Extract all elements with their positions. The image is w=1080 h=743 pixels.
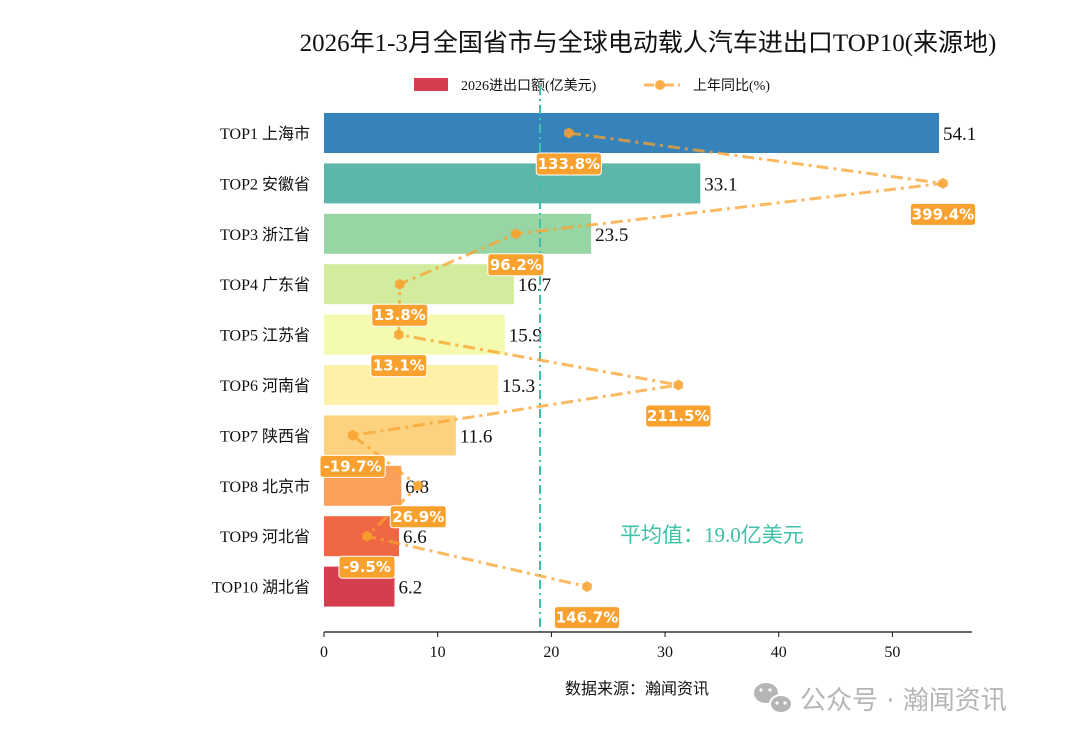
bar-value-label: 6.2: [398, 578, 422, 599]
yoy-label: 13.8%: [374, 306, 426, 324]
yoy-point: [362, 530, 372, 542]
legend-line-label: 上年同比(%): [693, 78, 770, 94]
yoy-point: [347, 429, 358, 441]
y-tick-label: TOP10 湖北省: [212, 579, 310, 597]
y-tick-label: TOP6 河南省: [220, 377, 310, 395]
yoy-label-box: [535, 152, 602, 176]
yoy-label: 211.5%: [647, 407, 709, 425]
yoy-label-box: [371, 303, 429, 327]
bar: [324, 113, 940, 153]
bar: [324, 516, 400, 557]
bar-value-label: 33.1: [704, 174, 737, 195]
yoy-point: [395, 278, 405, 290]
yoy-label: 133.8%: [538, 155, 600, 173]
yoy-label: 96.2%: [490, 256, 542, 274]
yoy-label-box: [553, 606, 621, 630]
yoy-point: [394, 329, 404, 341]
yoy-point: [938, 177, 948, 189]
bar-value-label: 11.6: [460, 426, 493, 447]
bar-value-label: 16.7: [518, 275, 551, 296]
bar-value-label: 6.6: [403, 527, 427, 548]
bar: [324, 213, 592, 254]
wechat-icon: [754, 683, 793, 714]
x-tick-label: 10: [430, 644, 446, 661]
yoy-label-box: [319, 454, 386, 478]
x-tick-label: 0: [320, 644, 328, 661]
x-tick-label: 20: [543, 644, 559, 661]
yoy-label-box: [487, 253, 545, 277]
yoy-label: 399.4%: [912, 205, 974, 223]
bar: [324, 415, 456, 456]
legend-line-marker: [655, 80, 665, 90]
yoy-label: -9.5%: [343, 558, 391, 576]
watermark: 公众号 · 瀚闻资讯: [800, 686, 1007, 716]
yoy-label-box: [370, 354, 428, 378]
y-tick-label: TOP7 陕西省: [220, 427, 310, 445]
yoy-label: 26.9%: [392, 508, 444, 526]
yoy-label-box: [338, 555, 396, 579]
bar-value-label: 23.5: [595, 225, 628, 246]
yoy-label-box: [909, 202, 977, 226]
chart-title: 2026年1-3月全国省市与全球电动载人汽车进出口TOP10(来源地): [300, 29, 997, 57]
yoy-point: [673, 379, 684, 391]
source-note: 数据来源：瀚闻资讯: [565, 680, 709, 698]
x-tick-label: 40: [771, 644, 787, 661]
yoy-label-box: [645, 404, 712, 428]
yoy-label: 13.1%: [373, 357, 425, 375]
legend-bar-swatch: [414, 78, 448, 91]
yoy-point: [582, 581, 592, 593]
bar: [324, 264, 514, 305]
y-tick-label: TOP2 安徽省: [220, 175, 310, 193]
bar: [324, 163, 701, 204]
average-label: 平均值：19.0亿美元: [620, 523, 804, 547]
y-tick-label: TOP8 北京市: [220, 478, 310, 496]
y-tick-label: TOP4 广东省: [220, 276, 310, 294]
y-tick-label: TOP9 河北省: [220, 528, 310, 546]
bar-value-label: 15.9: [509, 326, 542, 347]
yoy-line: [348, 131, 944, 589]
yoy-label: -19.7%: [323, 457, 381, 475]
bar-value-label: 15.3: [502, 376, 535, 397]
x-tick-label: 50: [884, 644, 900, 661]
legend: 2026进出口额(亿美元) 上年同比(%): [414, 78, 770, 94]
yoy-point: [413, 480, 424, 492]
y-tick-label: TOP3 浙江省: [220, 226, 310, 244]
y-tick-label: TOP1 上海市: [220, 125, 310, 143]
y-tick-label: TOP5 江苏省: [220, 327, 310, 345]
x-tick-label: 30: [657, 644, 673, 661]
yoy-label: 146.7%: [556, 609, 618, 627]
legend-bar-label: 2026进出口额(亿美元): [461, 78, 597, 94]
bar-value-label: 54.1: [943, 124, 976, 145]
yoy-point: [511, 228, 521, 240]
yoy-point: [564, 127, 574, 139]
yoy-label-box: [389, 505, 447, 529]
